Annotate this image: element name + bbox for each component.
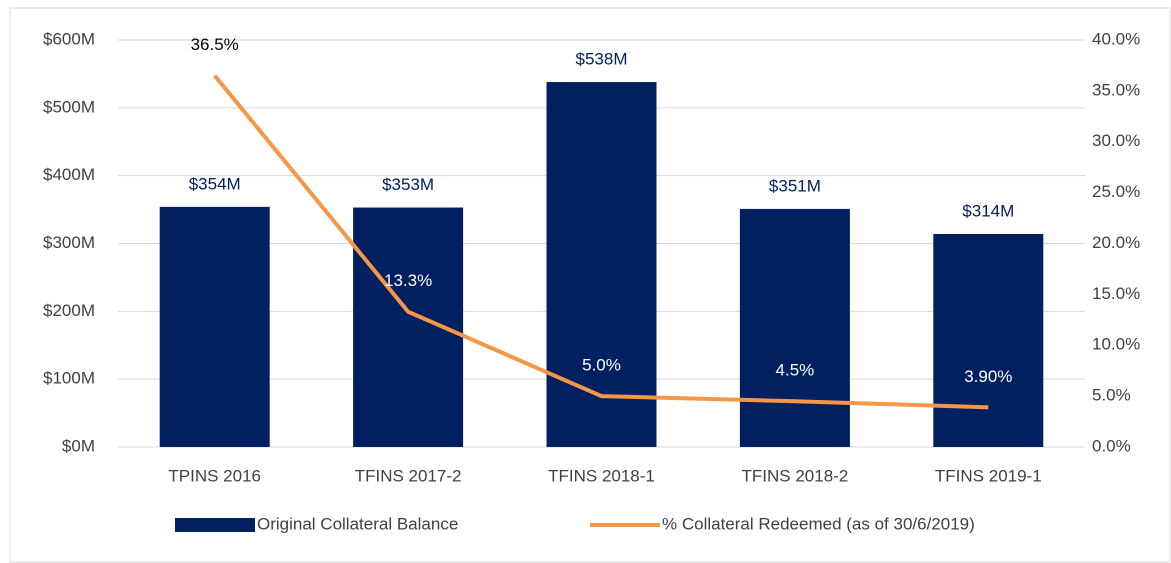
x-tick-label: TFINS 2017-2: [355, 466, 462, 485]
bar: [159, 206, 270, 447]
line: [213, 74, 989, 410]
bar-value-label: $538M: [576, 50, 628, 69]
bar: [546, 82, 657, 447]
y2-tick-label: 40.0%: [1092, 29, 1140, 48]
bar-value-label: $314M: [962, 201, 1014, 220]
line-value-label: 13.3%: [384, 271, 432, 290]
line-value-label: 5.0%: [582, 356, 621, 375]
x-tick-label: TFINS 2019-1: [935, 466, 1042, 485]
y2-tick-label: 25.0%: [1092, 182, 1140, 201]
x-tick-label: TPINS 2016: [168, 466, 261, 485]
y-tick-label: $200M: [43, 301, 95, 320]
y2-tick-label: 10.0%: [1092, 335, 1140, 354]
legend-swatch: [175, 518, 255, 532]
y-tick-label: $500M: [43, 97, 95, 116]
x-tick-label: TFINS 2018-2: [742, 466, 849, 485]
line-value-label: 36.5%: [191, 35, 239, 54]
y2-tick-label: 20.0%: [1092, 233, 1140, 252]
legend-label: Original Collateral Balance: [257, 514, 458, 533]
bar-value-label: $353M: [382, 175, 434, 194]
bar: [739, 208, 850, 447]
y-tick-label: $600M: [43, 29, 95, 48]
line-value-label: 3.90%: [964, 367, 1012, 386]
y-tick-label: $300M: [43, 233, 95, 252]
y-tick-label: $0M: [62, 436, 95, 455]
y2-tick-label: 35.0%: [1092, 80, 1140, 99]
y-tick-label: $400M: [43, 165, 95, 184]
chart-border: [9, 7, 1171, 563]
y2-tick-label: 15.0%: [1092, 284, 1140, 303]
y2-tick-label: 30.0%: [1092, 131, 1140, 150]
line-value-label: 4.5%: [776, 361, 815, 380]
y2-tick-label: 0.0%: [1092, 436, 1131, 455]
bar-value-label: $354M: [189, 174, 241, 193]
x-tick-label: TFINS 2018-1: [548, 466, 655, 485]
legend-label: % Collateral Redeemed (as of 30/6/2019): [662, 514, 975, 533]
bar: [933, 234, 1044, 447]
y2-tick-label: 5.0%: [1092, 386, 1131, 405]
bar-value-label: $351M: [769, 176, 821, 195]
y-tick-label: $100M: [43, 369, 95, 388]
